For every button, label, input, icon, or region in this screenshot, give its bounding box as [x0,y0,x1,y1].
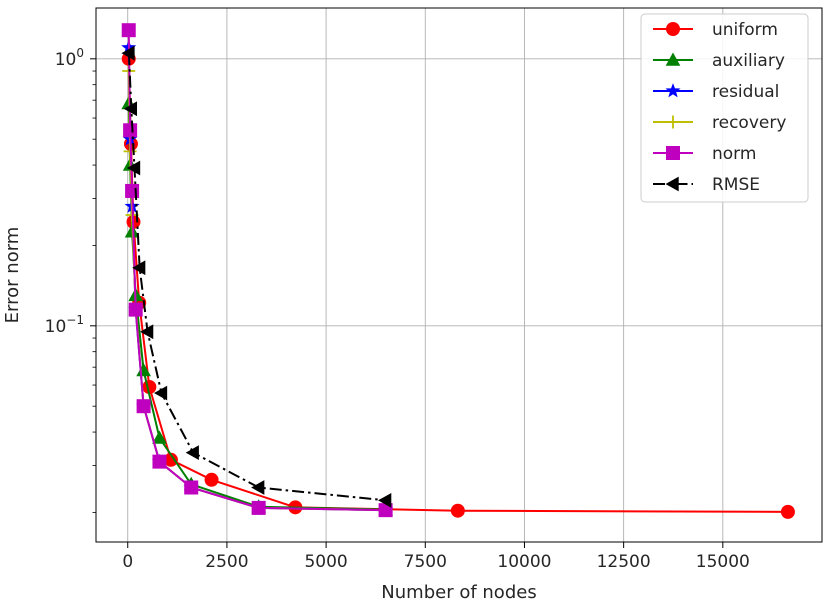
series-recovery [122,64,393,517]
x-tick-label: 12500 [597,552,651,572]
y-axis-ticks: 10−1 100 [45,46,96,513]
series-line [127,53,386,502]
data-point [153,385,168,401]
data-point [780,504,795,519]
x-tick-label: 2500 [205,552,248,572]
legend-label: uniform [712,20,778,40]
data-point [185,445,199,460]
y-tick-label: 10−1 [45,313,84,337]
legend: uniform auxiliary residual recovery norm RMSE [640,13,809,203]
series-rmse [121,45,392,508]
legend-item: RMSE [653,175,760,195]
data-point [140,324,154,340]
data-point [152,454,167,469]
x-tick-label: 7500 [404,552,447,572]
x-tick-label: 10000 [497,552,551,572]
legend-marker [666,115,680,129]
data-point [251,500,266,515]
y-tick-label: 100 [55,46,84,70]
data-point [152,430,167,444]
data-point [123,123,138,138]
legend-item: recovery [653,113,786,133]
series-auxiliary [121,96,393,516]
legend-marker [665,176,679,192]
x-axis-label: Number of nodes [381,582,536,603]
data-point [450,503,465,518]
legend-item: uniform [653,20,778,40]
legend-label: residual [712,82,779,102]
y-axis-label: Error norm [2,227,23,324]
data-point [378,492,392,508]
data-point [132,260,146,276]
legend-label: recovery [712,113,786,133]
legend-label: auxiliary [712,51,785,71]
x-tick-label: 0 [122,552,133,572]
data-point [128,302,143,317]
data-point [123,101,138,117]
legend-marker [665,83,681,98]
legend-label: RMSE [712,175,760,195]
series-line [127,30,386,512]
legend-marker [665,52,681,66]
x-tick-label: 15000 [696,552,750,572]
series-layer [121,23,795,519]
x-axis-ticks: 0 2500 5000 7500 10000 12500 15000 [122,542,750,572]
legend-label: norm [712,144,756,164]
legend-marker [666,22,680,36]
x-tick-label: 5000 [304,552,347,572]
data-point [251,480,265,495]
data-point [184,480,199,495]
series-norm [121,23,393,518]
data-point [136,399,151,414]
legend-item: norm [653,144,756,164]
legend-item: residual [653,82,779,102]
plot-area-frame [95,7,823,543]
data-point [204,472,219,487]
data-point [126,160,141,176]
series-line [127,103,386,511]
legend-item: auxiliary [653,51,785,71]
series-line [127,47,386,512]
data-point [121,45,135,61]
legend-box [640,13,809,203]
legend-marker [666,146,680,160]
data-point [121,23,136,38]
